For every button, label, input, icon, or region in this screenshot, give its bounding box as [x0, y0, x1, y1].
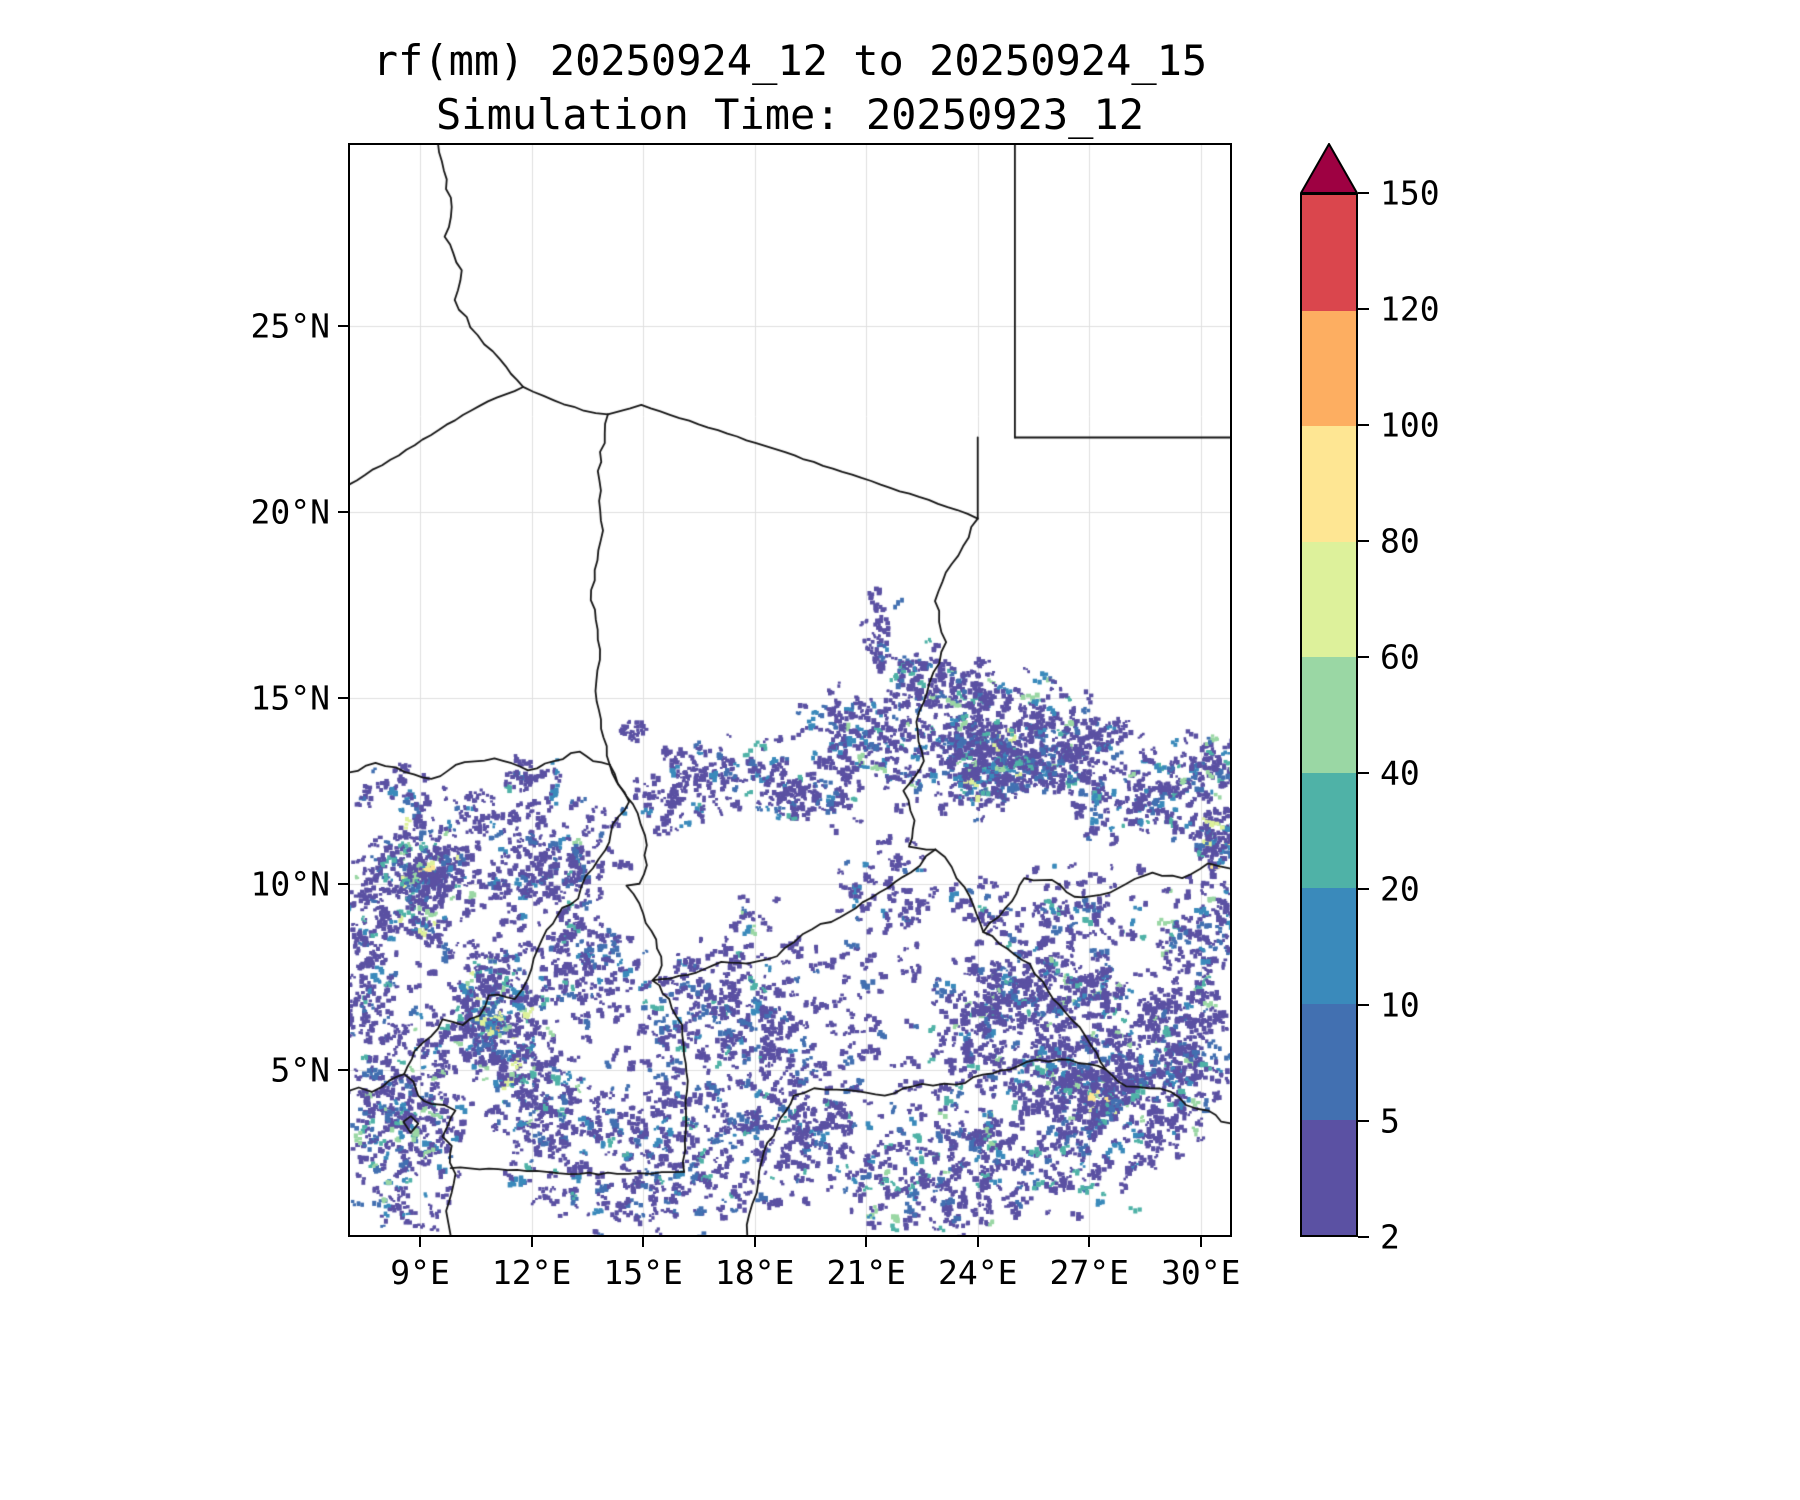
y-tick-label: 20°N: [250, 492, 330, 532]
colorbar-tick-mark: [1358, 1120, 1369, 1122]
x-tick-mark: [1088, 1237, 1091, 1247]
x-tick-label: 27°E: [1049, 1253, 1129, 1292]
colorbar-extend-triangle: [1300, 143, 1358, 193]
colorbar: [1300, 193, 1358, 1237]
y-tick-label: 5°N: [270, 1050, 330, 1090]
colorbar-tick-label: 10: [1380, 985, 1420, 1025]
x-tick-mark: [642, 1237, 645, 1247]
x-tick-label: 21°E: [826, 1253, 906, 1292]
colorbar-segment: [1302, 1119, 1356, 1236]
colorbar-segment: [1302, 195, 1356, 311]
colorbar-tick-label: 60: [1380, 637, 1420, 677]
colorbar-tick-mark: [1358, 656, 1369, 658]
x-tick-label: 9°E: [390, 1253, 450, 1292]
colorbar-tick-mark: [1358, 1236, 1369, 1238]
x-tick-mark: [865, 1237, 868, 1247]
colorbar-tick-label: 2: [1380, 1217, 1400, 1257]
colorbar-tick-mark: [1358, 1004, 1369, 1006]
plot-title: rf(mm) 20250924_12 to 20250924_15: [372, 36, 1208, 85]
x-tick-label: 15°E: [603, 1253, 683, 1292]
colorbar-tick-label: 120: [1380, 289, 1440, 329]
y-tick-label: 25°N: [250, 306, 330, 346]
colorbar-tick-label: 150: [1380, 173, 1440, 213]
y-tick-mark: [338, 324, 348, 327]
x-tick-mark: [419, 1237, 422, 1247]
x-tick-label: 18°E: [714, 1253, 795, 1292]
colorbar-segment: [1302, 426, 1356, 542]
x-tick-label: 24°E: [937, 1253, 1018, 1292]
y-tick-mark: [338, 882, 348, 885]
colorbar-segment: [1302, 1003, 1356, 1120]
colorbar-segment: [1302, 772, 1356, 889]
colorbar-tick-mark: [1358, 424, 1369, 426]
x-tick-mark: [530, 1237, 533, 1247]
colorbar-tick-mark: [1358, 308, 1369, 310]
colorbar-tick-label: 80: [1380, 521, 1420, 561]
x-tick-label: 12°E: [491, 1253, 572, 1292]
y-tick-mark: [338, 1068, 348, 1071]
y-tick-mark: [338, 510, 348, 513]
colorbar-tick-mark: [1358, 888, 1369, 890]
colorbar-segment: [1302, 657, 1356, 773]
x-tick-mark: [1199, 1237, 1202, 1247]
colorbar-tick-label: 5: [1380, 1101, 1400, 1141]
colorbar-tick-label: 20: [1380, 869, 1420, 909]
colorbar-tick-label: 100: [1380, 405, 1440, 445]
x-tick-label: 30°E: [1161, 1253, 1241, 1292]
colorbar-tick-label: 40: [1380, 753, 1420, 793]
colorbar-segment: [1302, 310, 1356, 427]
y-tick-mark: [338, 696, 348, 699]
map-canvas: [348, 143, 1232, 1237]
y-tick-label: 10°N: [250, 864, 330, 904]
colorbar-segment: [1302, 888, 1356, 1004]
colorbar-tick-mark: [1358, 772, 1369, 774]
colorbar-segment: [1302, 541, 1356, 658]
x-tick-mark: [753, 1237, 756, 1247]
colorbar-tick-mark: [1358, 540, 1369, 542]
y-tick-label: 15°N: [250, 678, 330, 718]
plot-subtitle: Simulation Time: 20250923_12: [435, 90, 1145, 139]
colorbar-tick-mark: [1358, 192, 1369, 194]
x-tick-mark: [976, 1237, 979, 1247]
